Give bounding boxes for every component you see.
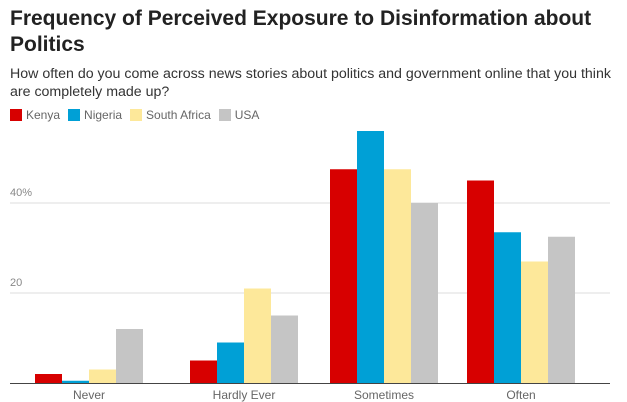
- bar-usa-hardly-ever[interactable]: [271, 315, 298, 384]
- legend-item-usa[interactable]: USA: [218, 108, 260, 122]
- bar-nigeria-hardly-ever[interactable]: [217, 342, 244, 384]
- chart-subtitle: How often do you come across news storie…: [10, 66, 611, 100]
- bar-usa-often[interactable]: [548, 236, 575, 383]
- bar-usa-never[interactable]: [116, 329, 143, 383]
- bar-south-africa-sometimes[interactable]: [384, 169, 411, 383]
- legend-swatch-south-africa: [130, 109, 143, 121]
- bar-south-africa-never[interactable]: [89, 369, 116, 384]
- chart-title: Frequency of Perceived Exposure to Disin…: [10, 7, 592, 56]
- legend-item-kenya[interactable]: Kenya: [10, 108, 60, 122]
- legend-swatch-nigeria: [68, 109, 81, 121]
- x-tick-label: Hardly Ever: [213, 388, 276, 402]
- legend-swatch-kenya: [10, 109, 22, 121]
- x-tick-label: Never: [73, 388, 105, 402]
- bar-nigeria-often[interactable]: [494, 232, 521, 383]
- bar-south-africa-hardly-ever[interactable]: [244, 288, 271, 384]
- bar-kenya-often[interactable]: [467, 180, 494, 384]
- legend-label-kenya: Kenya: [26, 108, 61, 122]
- x-tick-label: Often: [506, 388, 535, 402]
- bar-usa-sometimes[interactable]: [411, 203, 438, 383]
- bar-nigeria-sometimes[interactable]: [357, 131, 384, 383]
- y-tick-label: 40%: [10, 187, 32, 199]
- bar-south-africa-often[interactable]: [521, 261, 548, 384]
- legend-swatch-usa: [218, 109, 231, 121]
- legend-item-south-africa[interactable]: South Africa: [130, 108, 211, 122]
- legend-item-nigeria[interactable]: Nigeria: [68, 108, 122, 122]
- bar-kenya-hardly-ever[interactable]: [190, 360, 217, 384]
- bar-kenya-sometimes[interactable]: [330, 169, 357, 383]
- x-tick-label: Sometimes: [354, 388, 414, 402]
- y-tick-label: 20: [10, 277, 22, 289]
- legend: Kenya Nigeria South Africa USA: [10, 108, 267, 122]
- legend-label-nigeria: Nigeria: [84, 108, 123, 122]
- bar-kenya-never[interactable]: [35, 374, 62, 383]
- legend-label-south-africa: South Africa: [146, 108, 211, 122]
- bar-nigeria-never[interactable]: [62, 380, 89, 383]
- legend-label-usa: USA: [234, 108, 260, 122]
